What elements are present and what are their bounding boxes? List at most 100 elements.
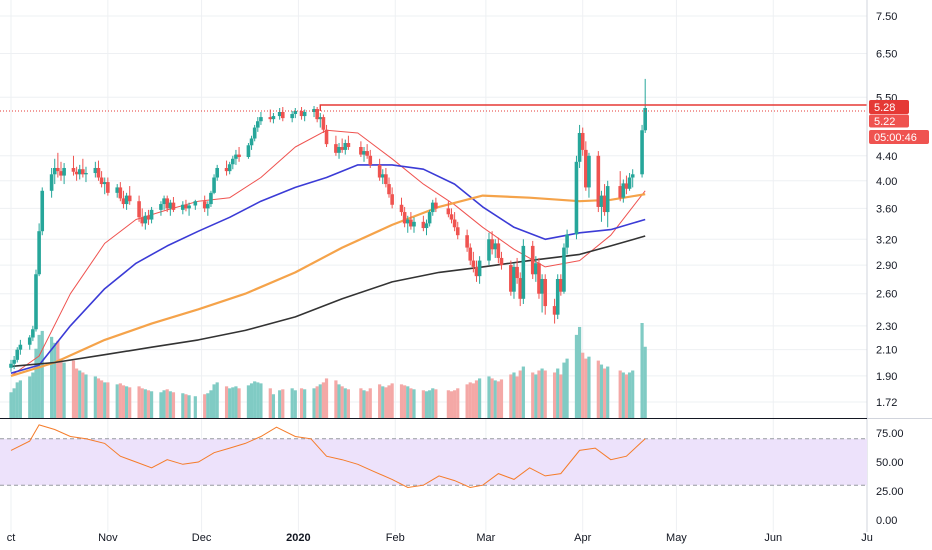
candle	[280, 107, 285, 122]
candle	[412, 217, 416, 233]
candle	[209, 190, 213, 207]
candle	[340, 138, 344, 153]
candle	[74, 166, 79, 181]
candle	[237, 147, 241, 162]
candle	[149, 206, 154, 224]
volume-bar	[212, 384, 216, 418]
candle-body	[530, 245, 535, 275]
price-axis[interactable]: 7.506.505.504.404.003.603.202.902.602.30…	[876, 11, 897, 409]
candle	[162, 195, 166, 210]
volume-bar	[249, 383, 254, 418]
candle	[577, 124, 582, 168]
candle-body	[118, 187, 123, 199]
time-tick-label: Ju	[861, 532, 873, 544]
horizontal-level-line[interactable]	[319, 104, 867, 111]
time-axis[interactable]: ct Nov Dec 2020 Feb Mar Apr May Jun Ju	[7, 532, 873, 544]
candle	[31, 325, 35, 342]
moving-average-line	[10, 193, 646, 377]
candle	[159, 201, 163, 216]
candle	[140, 208, 145, 227]
volume-bar	[606, 366, 610, 418]
candle	[277, 107, 282, 120]
volume-bar	[253, 381, 257, 418]
candle-body	[427, 212, 432, 224]
candle-body	[102, 182, 107, 185]
candle-body	[430, 202, 435, 213]
time-tick-label: Nov	[98, 532, 118, 544]
candle-body	[12, 359, 16, 364]
candle	[565, 229, 569, 255]
volume-bar	[381, 386, 385, 418]
volume-bar	[624, 374, 629, 418]
candle	[455, 221, 460, 240]
candle-body	[56, 167, 60, 172]
volume-bar	[537, 370, 541, 418]
bar-countdown-tag	[869, 130, 929, 144]
volume-bar	[531, 372, 535, 418]
candle-body	[37, 231, 41, 275]
candle-body	[490, 239, 494, 250]
candle-body	[18, 344, 23, 350]
candle-body	[246, 145, 251, 157]
candle-body	[555, 278, 560, 315]
candle	[496, 237, 501, 264]
volume-bar	[271, 394, 276, 418]
volume-bar	[453, 390, 457, 418]
candle	[521, 239, 526, 304]
candle-body	[624, 183, 629, 189]
candle-body	[640, 130, 644, 175]
candle-body	[534, 263, 538, 275]
candle-body	[209, 192, 213, 205]
volume-bar	[40, 330, 44, 418]
candle	[81, 158, 85, 178]
candle-body	[399, 204, 404, 213]
candle-body	[359, 147, 363, 155]
volume-bar	[259, 383, 263, 418]
volume-bar	[387, 385, 391, 418]
time-tick-label: 2020	[286, 532, 310, 544]
volume-bar	[324, 378, 329, 418]
volume-bar	[206, 393, 210, 418]
volume-bar	[299, 388, 304, 418]
candle-body	[259, 117, 263, 122]
candle	[421, 215, 426, 232]
candle	[321, 114, 326, 133]
candle-body	[584, 149, 588, 188]
candle	[146, 209, 151, 225]
candle	[605, 180, 610, 228]
candle-body	[446, 208, 451, 215]
candle	[246, 143, 251, 159]
volume-bar	[162, 390, 166, 418]
candle	[602, 184, 607, 216]
volume-bar	[115, 384, 119, 418]
volume-bar	[31, 372, 35, 418]
volume-bar	[456, 388, 460, 418]
candle	[127, 186, 132, 205]
candle-body	[621, 183, 626, 198]
volume-bar	[140, 388, 144, 418]
volume-bar	[399, 384, 404, 418]
candle	[268, 109, 273, 123]
volume-bar	[421, 390, 425, 418]
candle	[540, 274, 544, 313]
candle-body	[149, 209, 154, 220]
volume-bar	[209, 390, 213, 418]
candle	[271, 113, 276, 124]
volume-bar	[268, 388, 272, 418]
candle	[624, 175, 629, 195]
candle-body	[474, 266, 479, 277]
volume-bar	[75, 368, 79, 418]
candle-body	[596, 155, 601, 207]
volume-bar	[121, 385, 126, 418]
candle	[315, 107, 319, 123]
candle-body	[496, 243, 501, 258]
candle-body	[577, 132, 582, 162]
time-tick-label: Dec	[192, 532, 212, 544]
candle	[206, 201, 210, 216]
moving-average-line	[10, 164, 646, 374]
rsi-tick-label: 25.00	[876, 486, 904, 498]
candle-body	[477, 260, 482, 277]
candle-body	[271, 116, 276, 120]
candle	[499, 251, 504, 270]
